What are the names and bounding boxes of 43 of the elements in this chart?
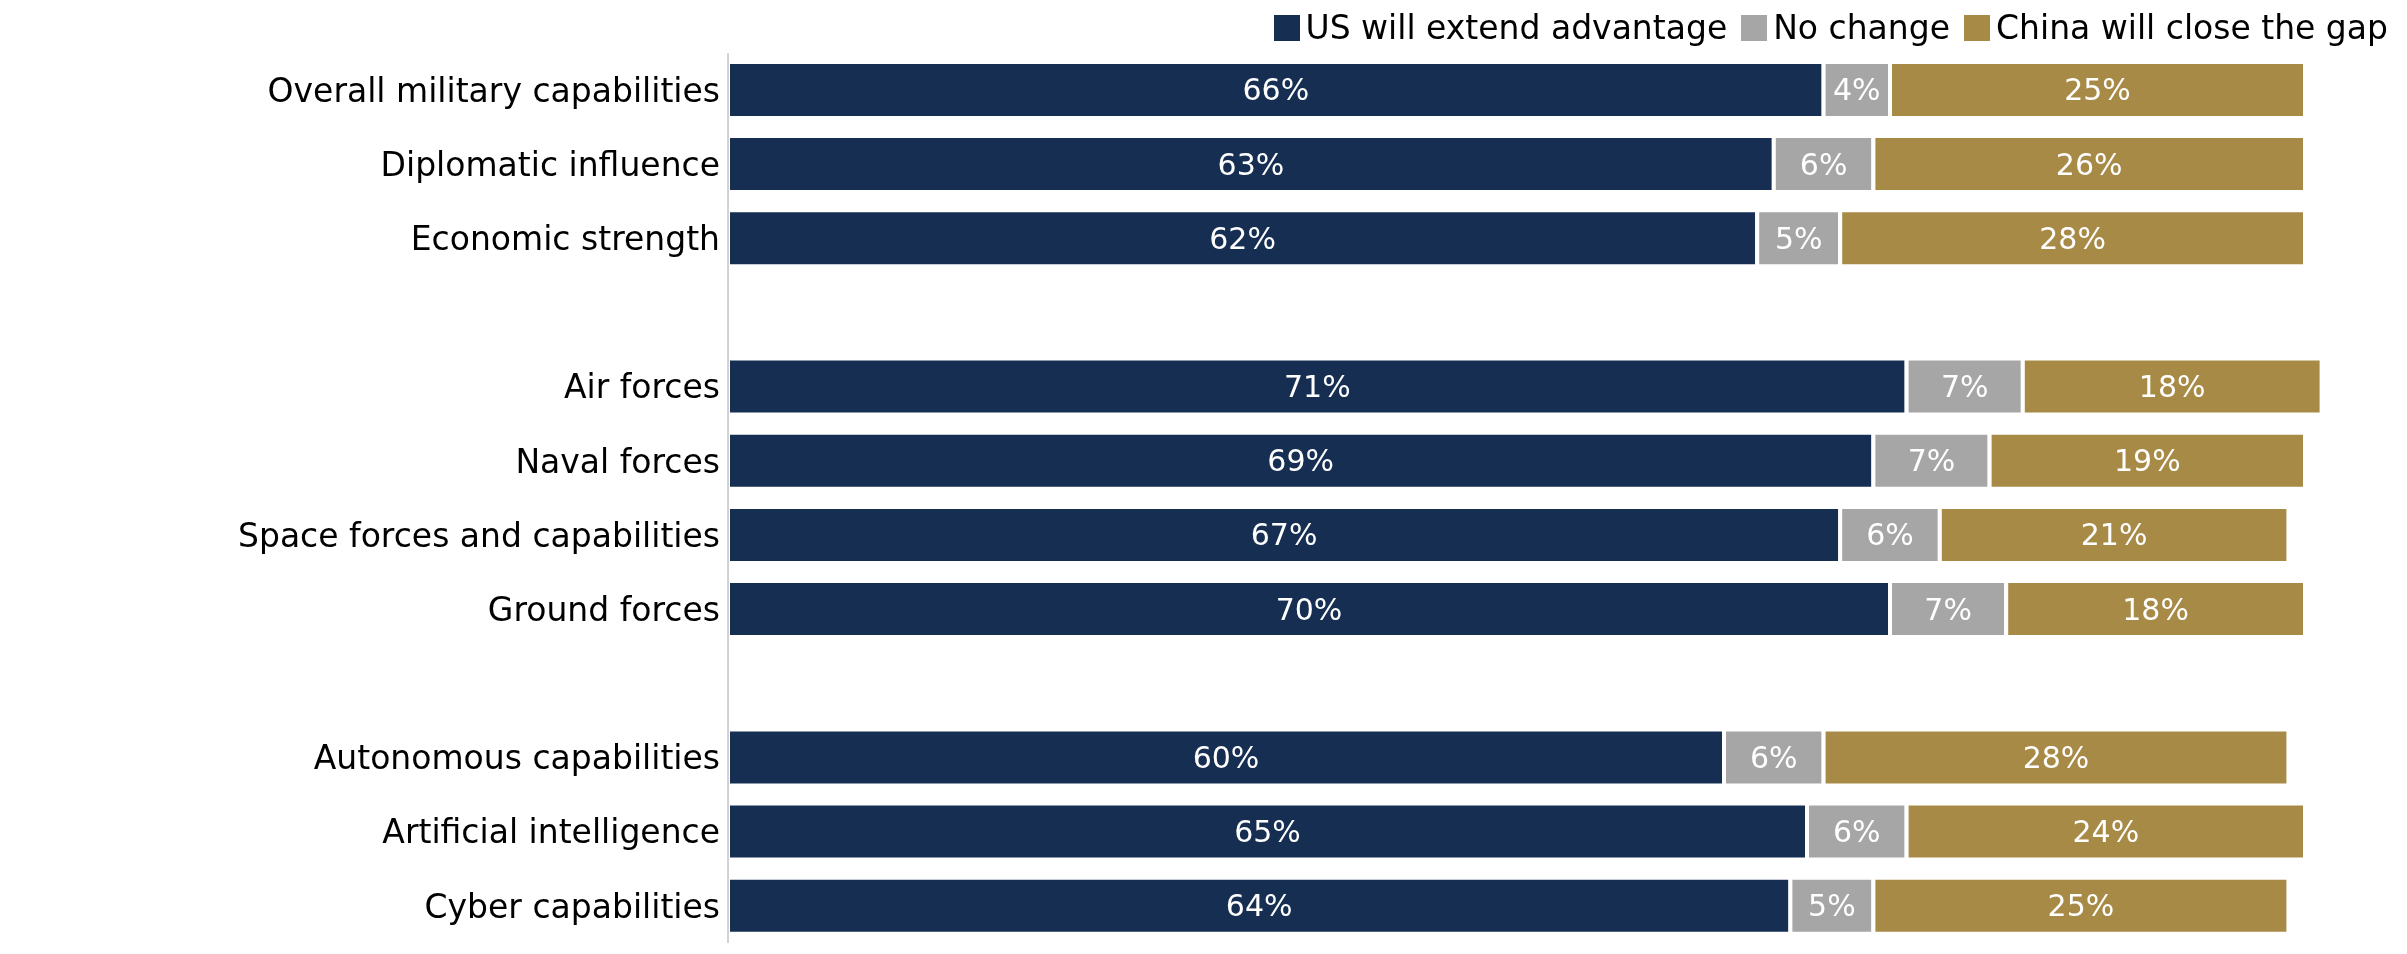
data-label: 70%: [1275, 591, 1343, 627]
data-label: 6%: [1833, 814, 1881, 850]
y-tick-label: Artificial intelligence: [382, 812, 720, 852]
y-tick-label: Air forces: [563, 367, 720, 407]
data-label: 26%: [2055, 146, 2123, 182]
data-label: 21%: [2080, 517, 2148, 553]
data-label: 65%: [1234, 814, 1301, 850]
data-label: 63%: [1217, 146, 1285, 182]
data-label: 69%: [1267, 443, 1335, 479]
data-label: 6%: [1750, 739, 1798, 775]
data-label: 6%: [1799, 146, 1848, 182]
data-label: 7%: [1940, 369, 1989, 405]
data-label: 25%: [2064, 72, 2131, 108]
y-tick-label: Overall military capabilities: [267, 70, 720, 110]
data-label: 67%: [1250, 517, 1318, 553]
data-label: 7%: [1924, 591, 1972, 627]
legend-label: US will extend advantage: [1304, 8, 1728, 47]
data-label: 28%: [2039, 220, 2106, 256]
legend-label: No change: [1772, 8, 1950, 47]
data-label: 19%: [2113, 443, 2181, 479]
y-tick-label: Autonomous capabilities: [313, 738, 720, 778]
data-label: 71%: [1283, 369, 1351, 405]
data-label: 18%: [2138, 369, 2206, 405]
y-tick-label: Space forces and capabilities: [238, 515, 720, 555]
data-label: 60%: [1192, 739, 1260, 775]
data-label: 66%: [1242, 72, 1310, 108]
y-tick-label: Economic strength: [410, 219, 720, 259]
data-label: 5%: [1774, 220, 1823, 256]
data-label: 64%: [1225, 888, 1293, 924]
data-label: 62%: [1209, 220, 1276, 256]
y-tick-label: Diplomatic influence: [380, 144, 720, 184]
legend-label: China will close the gap: [1995, 8, 2388, 47]
data-label: 6%: [1866, 517, 1914, 553]
y-tick-label: Naval forces: [515, 441, 720, 481]
data-label: 28%: [2022, 739, 2090, 775]
data-label: 24%: [2072, 814, 2140, 850]
data-label: 5%: [1808, 888, 1856, 924]
y-tick-label: Ground forces: [487, 589, 720, 629]
data-label: 7%: [1907, 443, 1956, 479]
data-label: 4%: [1833, 72, 1881, 108]
data-label: 25%: [2047, 888, 2115, 924]
y-tick-label: Cyber capabilities: [424, 886, 720, 926]
data-label: 18%: [2122, 591, 2189, 627]
